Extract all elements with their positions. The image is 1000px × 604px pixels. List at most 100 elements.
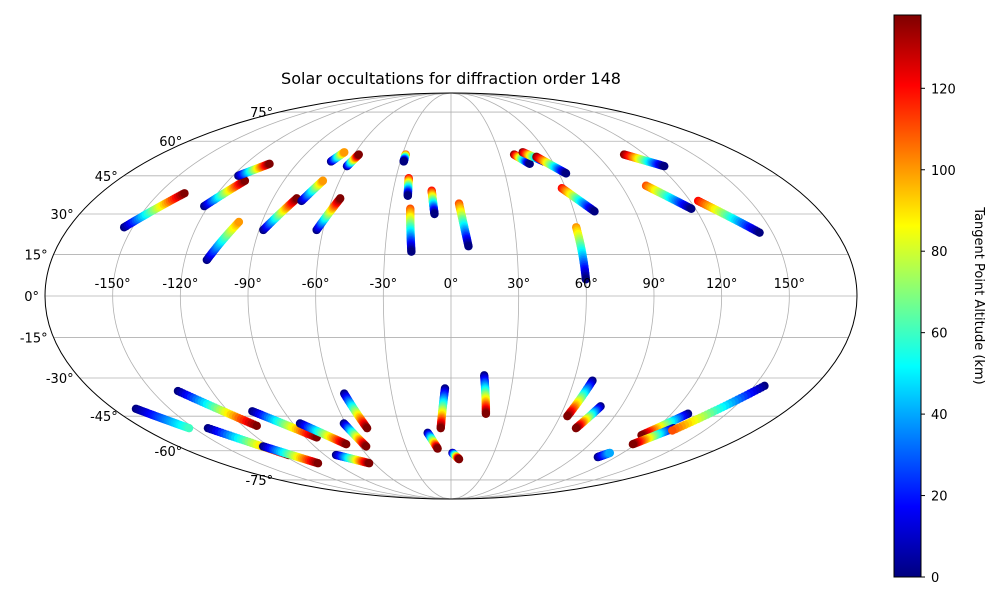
- track-point: [430, 209, 439, 219]
- grid-meridian: [450, 93, 587, 499]
- colorbar-tick-label: 0: [931, 571, 939, 586]
- occultation-track: [342, 150, 363, 171]
- occultation-track: [258, 442, 323, 468]
- occultation-track: [259, 194, 301, 235]
- chart-title: Solar occultations for diffraction order…: [281, 69, 621, 88]
- track-point: [184, 423, 194, 433]
- occultation-track: [406, 204, 416, 256]
- lon-tick-label: -30°: [369, 277, 397, 292]
- occultation-track: [668, 381, 769, 435]
- lon-tick-label: -150°: [95, 277, 131, 292]
- occultation-track: [641, 181, 696, 213]
- colorbar-tick-label: 100: [931, 164, 956, 179]
- colorbar-gradient: [893, 14, 922, 578]
- occultation-track: [202, 217, 244, 265]
- track-point: [454, 454, 464, 464]
- occultation-track: [340, 389, 372, 433]
- track-point: [336, 194, 345, 203]
- occultation-track: [295, 419, 351, 449]
- colorbar-tick-label: 120: [931, 82, 956, 97]
- occultation-track: [297, 176, 328, 206]
- track-point: [403, 191, 413, 201]
- track-point: [240, 176, 250, 185]
- grid-meridian: [450, 93, 655, 499]
- occultation-track: [339, 419, 371, 451]
- track-point: [563, 411, 572, 421]
- lon-tick-label: -90°: [234, 277, 262, 292]
- occultation-track: [312, 194, 345, 235]
- lat-tick-label: 60°: [159, 135, 182, 150]
- occultation-tracks: [119, 148, 769, 468]
- lat-tick-label: -60°: [155, 445, 183, 460]
- lon-tick-label: 150°: [774, 277, 805, 292]
- track-point: [180, 189, 189, 198]
- track-point: [341, 440, 351, 449]
- occultation-track: [131, 404, 194, 433]
- colorbar-label: Tangent Point Altitude (km): [971, 206, 986, 384]
- colorbar-tick-label: 80: [931, 245, 948, 260]
- track-point: [362, 423, 372, 433]
- lat-tick-label: 0°: [24, 290, 39, 305]
- lat-tick-label: 30°: [51, 208, 74, 223]
- track-point: [252, 421, 261, 431]
- track-point: [399, 157, 408, 166]
- occultation-track: [571, 402, 605, 433]
- colorbar: 0 20 40 60 80 100 120 Tangent Point Altitude (…: [893, 14, 986, 586]
- occultation-track: [423, 428, 442, 453]
- occultation-track: [572, 223, 591, 284]
- occultation-track: [532, 152, 571, 178]
- track-point: [571, 423, 581, 433]
- lat-tick-label: -75°: [245, 474, 273, 489]
- track-point: [481, 409, 491, 418]
- occultation-track: [248, 407, 321, 442]
- track-point: [660, 161, 669, 171]
- lat-tick-label: -15°: [20, 332, 48, 347]
- track-point: [265, 159, 274, 169]
- track-point: [581, 275, 591, 284]
- colorbar-tick-label: 60: [931, 327, 948, 342]
- lon-tick-label: 30°: [507, 277, 530, 292]
- track-point: [561, 169, 571, 178]
- lon-tick-label: 60°: [575, 277, 598, 292]
- grid-meridian: [450, 93, 723, 499]
- track-point: [668, 426, 677, 435]
- occultation-track: [234, 159, 274, 181]
- lon-tick-label: -60°: [302, 277, 330, 292]
- occultation-track: [173, 386, 261, 431]
- lon-tick-label: 120°: [706, 277, 737, 292]
- occultation-track: [454, 199, 473, 251]
- lon-tick-label: 90°: [642, 277, 665, 292]
- occultation-track: [427, 186, 439, 219]
- track-point: [354, 150, 363, 159]
- lat-tick-label: 15°: [25, 248, 48, 263]
- track-point: [407, 247, 416, 256]
- occultation-track: [200, 176, 250, 211]
- track-point: [464, 242, 473, 251]
- track-point: [361, 442, 371, 451]
- track-point: [234, 217, 244, 227]
- track-point: [687, 204, 696, 213]
- occultation-track: [637, 409, 693, 440]
- lat-tick-label: -30°: [46, 372, 74, 387]
- track-point: [590, 207, 599, 216]
- occultation-track: [448, 448, 464, 464]
- occultation-track: [331, 450, 374, 468]
- colorbar-ticks: 0 20 40 60 80 100 120: [921, 82, 956, 586]
- grid-meridian: [247, 93, 452, 499]
- grid-meridian: [382, 93, 452, 499]
- colorbar-tick-label: 20: [931, 490, 948, 505]
- track-point: [755, 228, 764, 237]
- lon-tick-label: -120°: [162, 277, 198, 292]
- occultation-track: [693, 196, 764, 237]
- track-point: [605, 448, 615, 458]
- lon-tick-label: 0°: [444, 277, 459, 292]
- occultation-track: [119, 189, 189, 232]
- occultation-track: [628, 423, 678, 449]
- grid-meridian: [450, 93, 790, 499]
- occultation-track: [436, 384, 450, 433]
- occultation-track: [326, 148, 349, 166]
- occultation-track: [563, 376, 597, 421]
- occultation-track: [619, 150, 669, 171]
